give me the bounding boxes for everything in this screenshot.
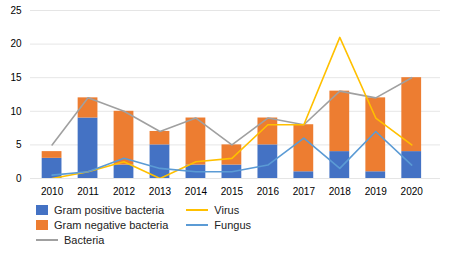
svg-text:2017: 2017	[293, 186, 316, 197]
svg-text:2016: 2016	[257, 186, 280, 197]
svg-text:15: 15	[10, 72, 22, 83]
html-text:Gram positive bacteria: Gram positive bacteria	[54, 204, 164, 216]
svg-text:2015: 2015	[221, 186, 244, 197]
svg-text:2020: 2020	[401, 186, 424, 197]
svg-text:2011: 2011	[77, 186, 99, 197]
svg-text:20: 20	[10, 38, 22, 49]
svg-text:2013: 2013	[149, 186, 172, 197]
html-text:Bacteria: Bacteria	[64, 234, 105, 246]
svg-text:2010: 2010	[41, 186, 64, 197]
svg-text:2018: 2018	[329, 186, 352, 197]
svg-text:2014: 2014	[185, 186, 208, 197]
svg-text:2012: 2012	[113, 186, 136, 197]
svg-text:5: 5	[16, 139, 22, 150]
html-text:Fungus: Fungus	[214, 219, 251, 231]
svg-text:2019: 2019	[365, 186, 388, 197]
svg-text:10: 10	[10, 106, 22, 117]
html-text:Virus: Virus	[214, 204, 240, 216]
svg-text:0: 0	[16, 173, 22, 184]
html-text:Gram negative bacteria: Gram negative bacteria	[54, 219, 169, 231]
svg-text:25: 25	[10, 5, 22, 16]
